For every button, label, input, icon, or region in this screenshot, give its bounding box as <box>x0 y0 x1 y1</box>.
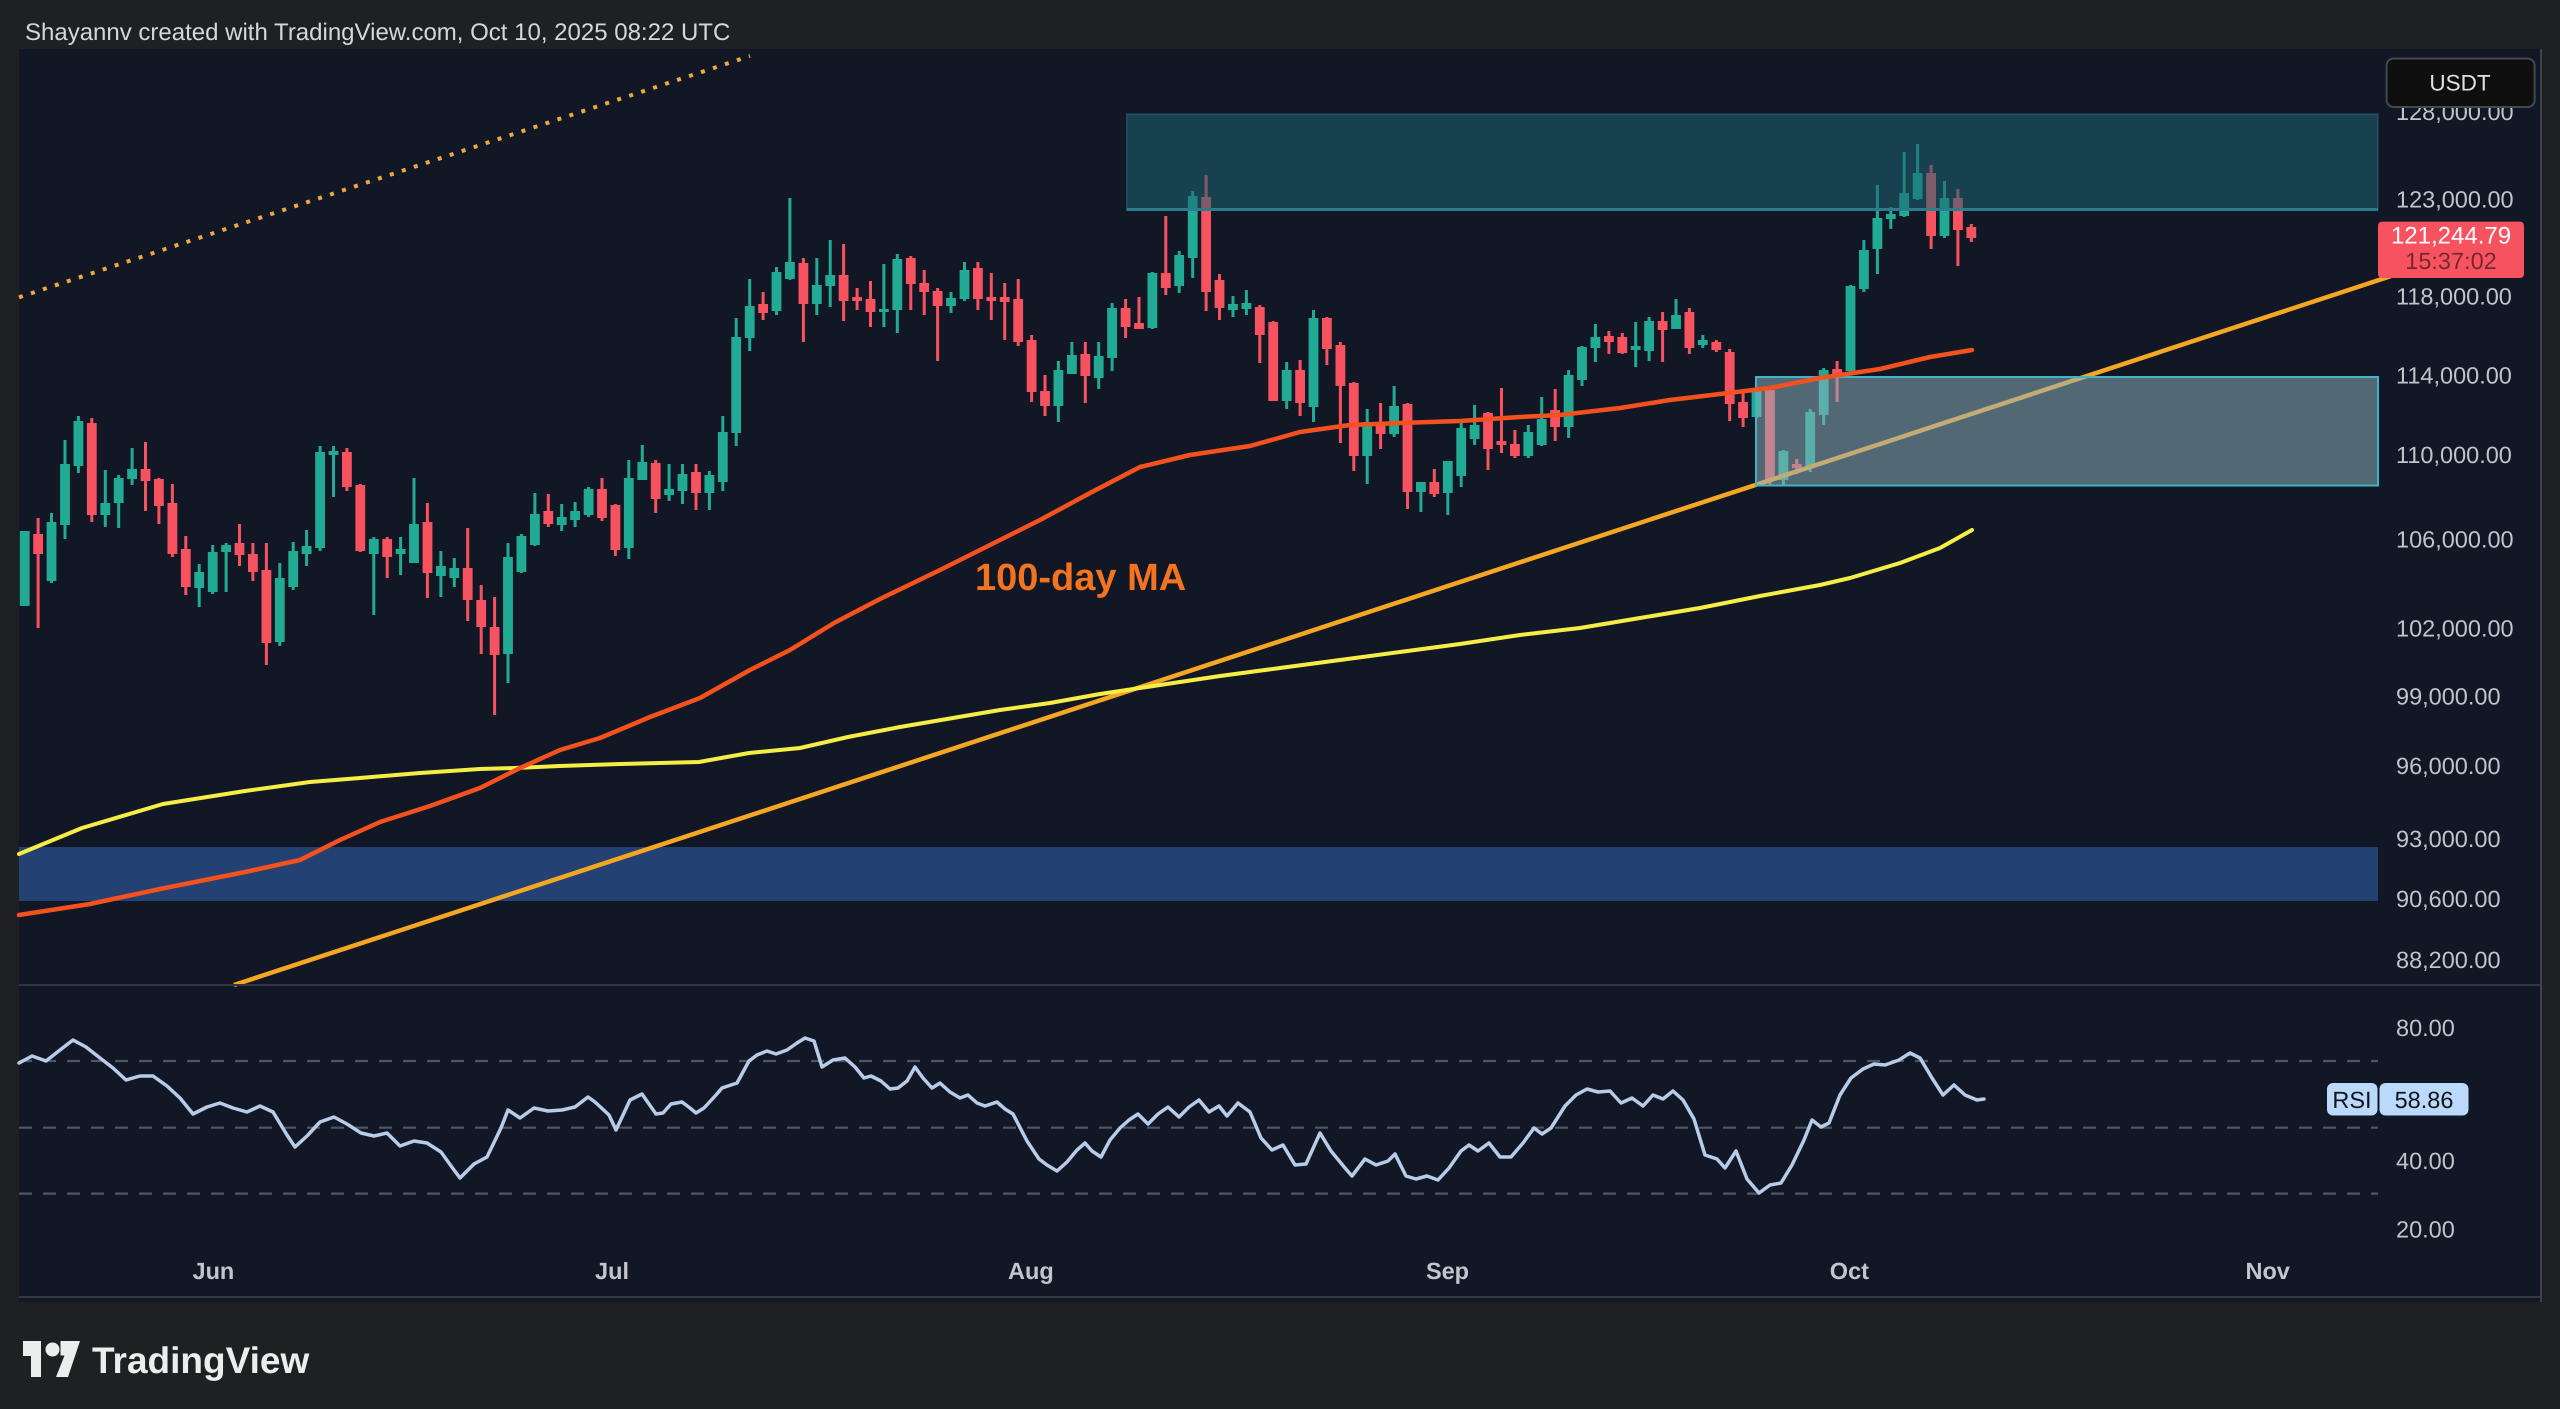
svg-text:20.00: 20.00 <box>2396 1216 2455 1242</box>
svg-text:114,000.00: 114,000.00 <box>2396 363 2512 389</box>
svg-text:Aug: Aug <box>1008 1258 1054 1284</box>
svg-text:40.00: 40.00 <box>2396 1148 2455 1174</box>
svg-text:Jun: Jun <box>193 1258 235 1284</box>
svg-text:100-day MA: 100-day MA <box>975 557 1186 599</box>
svg-text:118,000.00: 118,000.00 <box>2396 284 2512 310</box>
svg-text:TradingView: TradingView <box>92 1340 309 1381</box>
svg-text:110,000.00: 110,000.00 <box>2396 442 2512 468</box>
svg-text:123,000.00: 123,000.00 <box>2396 187 2514 213</box>
svg-text:RSI: RSI <box>2332 1087 2371 1113</box>
svg-text:Oct: Oct <box>1830 1258 1869 1284</box>
svg-text:93,000.00: 93,000.00 <box>2396 826 2501 852</box>
svg-text:106,000.00: 106,000.00 <box>2396 527 2514 553</box>
svg-text:Sep: Sep <box>1426 1258 1469 1284</box>
svg-text:102,000.00: 102,000.00 <box>2396 616 2514 642</box>
svg-text:Jul: Jul <box>595 1258 629 1284</box>
svg-text:121,244.79: 121,244.79 <box>2391 223 2511 250</box>
svg-text:Nov: Nov <box>2245 1258 2289 1284</box>
svg-text:Shayannv created with TradingV: Shayannv created with TradingView.com, O… <box>25 19 730 46</box>
svg-text:90,600.00: 90,600.00 <box>2396 886 2501 912</box>
svg-text:88,200.00: 88,200.00 <box>2396 947 2501 973</box>
svg-text:80.00: 80.00 <box>2396 1015 2455 1041</box>
svg-text:99,000.00: 99,000.00 <box>2396 684 2501 710</box>
svg-text:96,000.00: 96,000.00 <box>2396 753 2501 779</box>
svg-text:58.86: 58.86 <box>2395 1087 2454 1113</box>
svg-text:USDT: USDT <box>2429 71 2491 96</box>
svg-text:15:37:02: 15:37:02 <box>2405 248 2496 274</box>
